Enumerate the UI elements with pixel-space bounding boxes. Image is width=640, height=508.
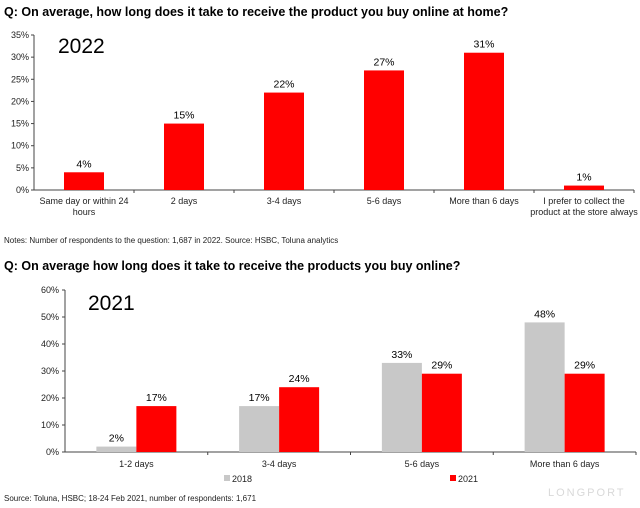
chart1-bar: [364, 70, 404, 190]
chart2-category-label: 5-6 days: [405, 459, 440, 469]
chart2-bar-2018: [239, 406, 280, 452]
chart2-category-label: More than 6 days: [530, 459, 600, 469]
chart2-y-tick-label: 50%: [41, 312, 59, 322]
chart2-data-label-2021: 24%: [289, 373, 310, 385]
chart1-y-tick-label: 35%: [11, 30, 29, 40]
chart2-data-label-2021: 29%: [431, 360, 452, 372]
chart1-category-label: I prefer to collect the product at the st…: [530, 196, 638, 217]
chart2-data-label-2021: 29%: [574, 360, 595, 372]
chart1-bar: [464, 52, 504, 190]
chart2-data-label-2018: 2%: [109, 433, 124, 445]
chart2-legend-swatch-2018: [224, 475, 230, 481]
chart1-year-annotation: 2022: [58, 35, 105, 58]
chart1-data-label: 1%: [576, 172, 591, 184]
chart2-data-label-2021: 17%: [146, 392, 167, 404]
chart2-year-annotation: 2021: [88, 292, 135, 315]
chart1-bar: [64, 172, 104, 190]
chart2-bar-2018: [381, 362, 422, 452]
chart1-data-label: 27%: [373, 56, 394, 68]
chart1-category-label: More than 6 days: [449, 196, 519, 206]
chart2-category-label: 1-2 days: [119, 459, 154, 469]
chart1-y-tick-label: 15%: [11, 119, 29, 129]
chart1-bar: [264, 92, 304, 190]
chart2-data-label-2018: 33%: [391, 349, 412, 361]
chart2-bar-2021: [421, 373, 462, 452]
chart1-title: Q: On average, how long does it take to …: [4, 5, 509, 19]
chart1-category-label: Same day or within 24 hours: [39, 196, 128, 217]
chart2-data-label-2018: 48%: [534, 308, 555, 320]
chart2-category-label: 3-4 days: [262, 459, 297, 469]
chart1-y-tick-label: 5%: [16, 163, 29, 173]
chart2-note: Source: Toluna, HSBC; 18-24 Feb 2021, nu…: [4, 494, 257, 503]
chart1-bar: [164, 123, 204, 190]
chart1-category-label: 3-4 days: [267, 196, 302, 206]
chart2-y-tick-label: 60%: [41, 285, 59, 295]
chart2-bar-2021: [564, 373, 605, 452]
chart1-category-label: 5-6 days: [367, 196, 402, 206]
chart1-bar: [564, 185, 604, 190]
chart2-y-tick-label: 30%: [41, 366, 59, 376]
chart1-y-tick-label: 30%: [11, 52, 29, 62]
chart1-data-label: 4%: [76, 158, 91, 170]
chart2-bar-2018: [524, 322, 565, 452]
chart1-data-label: 31%: [473, 39, 494, 51]
chart2-bar-2021: [136, 406, 177, 452]
chart2-y-tick-label: 20%: [41, 393, 59, 403]
watermark: LONGPORT: [548, 487, 626, 499]
chart1-y-tick-label: 10%: [11, 141, 29, 151]
chart2-legend-label-2018: 2018: [232, 474, 252, 484]
chart2-y-tick-label: 0%: [46, 447, 59, 457]
chart2-y-tick-label: 40%: [41, 339, 59, 349]
chart2-title: Q: On average how long does it take to r…: [4, 259, 461, 273]
chart1-data-label: 15%: [173, 110, 194, 122]
chart2-bar-2018: [96, 446, 137, 452]
chart2-y-tick-label: 10%: [41, 420, 59, 430]
chart1-y-tick-label: 0%: [16, 185, 29, 195]
chart2-data-label-2018: 17%: [249, 392, 270, 404]
chart1-note: Notes: Number of respondents to the ques…: [4, 236, 339, 245]
chart1-data-label: 22%: [273, 79, 294, 91]
chart2-legend-swatch-2021: [450, 475, 456, 481]
chart1-category-label: 2 days: [171, 196, 198, 206]
chart1-y-tick-label: 20%: [11, 96, 29, 106]
chart2-bar-2021: [279, 387, 320, 452]
chart1-y-tick-label: 25%: [11, 74, 29, 84]
chart2-legend-label-2021: 2021: [458, 474, 478, 484]
